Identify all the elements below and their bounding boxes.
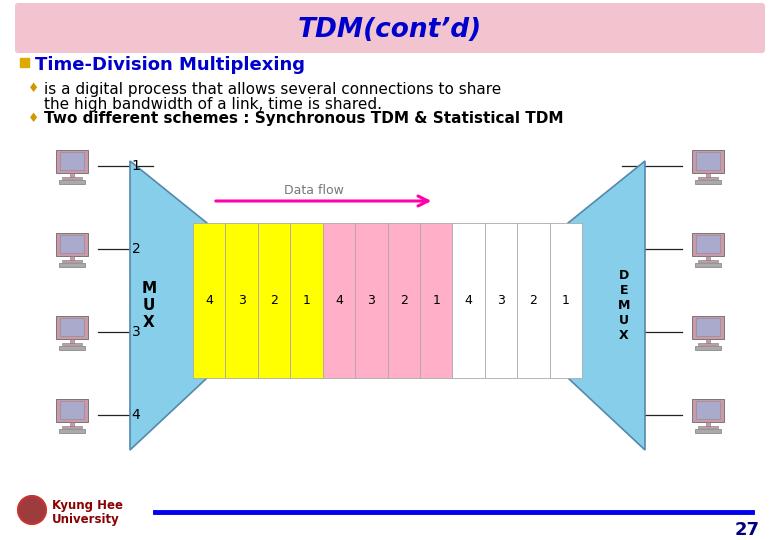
- Bar: [56, 233, 87, 256]
- Bar: [58, 262, 85, 267]
- Bar: [693, 233, 724, 256]
- Bar: [69, 422, 74, 426]
- Bar: [698, 260, 718, 262]
- Bar: [355, 223, 388, 378]
- Text: D
E
M
U
X: D E M U X: [618, 269, 630, 342]
- Text: ♦: ♦: [28, 82, 39, 94]
- Bar: [60, 152, 84, 170]
- Polygon shape: [130, 161, 207, 450]
- Bar: [388, 223, 420, 378]
- Bar: [56, 399, 87, 422]
- Bar: [696, 235, 720, 253]
- Bar: [706, 339, 711, 343]
- Bar: [698, 426, 718, 428]
- Bar: [698, 177, 718, 179]
- Bar: [706, 256, 711, 260]
- Text: M
U
X: M U X: [141, 281, 157, 330]
- Bar: [698, 343, 718, 345]
- Bar: [290, 223, 323, 378]
- Bar: [420, 223, 452, 378]
- Text: Kyung Hee: Kyung Hee: [52, 498, 123, 511]
- Text: Two different schemes : Synchronous TDM & Statistical TDM: Two different schemes : Synchronous TDM …: [44, 111, 563, 125]
- Bar: [193, 223, 225, 378]
- Text: ♦: ♦: [28, 111, 39, 125]
- Bar: [62, 177, 82, 179]
- Bar: [225, 223, 258, 378]
- Bar: [695, 262, 722, 267]
- Text: 4: 4: [205, 294, 213, 307]
- Bar: [58, 346, 85, 350]
- Bar: [693, 150, 724, 173]
- Text: 3: 3: [132, 325, 140, 339]
- Text: University: University: [52, 512, 120, 525]
- Bar: [706, 422, 711, 426]
- Bar: [62, 426, 82, 428]
- Text: 3: 3: [367, 294, 375, 307]
- FancyBboxPatch shape: [15, 3, 765, 53]
- Circle shape: [18, 496, 46, 524]
- Text: 3: 3: [238, 294, 246, 307]
- Bar: [452, 223, 484, 378]
- Bar: [696, 401, 720, 418]
- Bar: [517, 223, 550, 378]
- Polygon shape: [568, 161, 645, 450]
- Text: 4: 4: [132, 408, 140, 422]
- Text: 4: 4: [335, 294, 343, 307]
- Text: Data flow: Data flow: [284, 184, 343, 197]
- Text: 4: 4: [465, 294, 473, 307]
- Bar: [484, 223, 517, 378]
- Bar: [706, 173, 711, 177]
- Bar: [695, 346, 722, 350]
- Bar: [696, 152, 720, 170]
- Bar: [696, 319, 720, 336]
- Text: 1: 1: [303, 294, 310, 307]
- Bar: [69, 256, 74, 260]
- Bar: [56, 316, 87, 339]
- Text: 2: 2: [400, 294, 408, 307]
- Bar: [60, 235, 84, 253]
- Bar: [56, 150, 87, 173]
- Text: 2: 2: [132, 242, 140, 256]
- Text: 1: 1: [562, 294, 569, 307]
- Bar: [69, 173, 74, 177]
- Text: TDM(cont’d): TDM(cont’d): [298, 17, 482, 43]
- Bar: [550, 223, 582, 378]
- Bar: [60, 401, 84, 418]
- Text: 1: 1: [432, 294, 440, 307]
- Bar: [69, 339, 74, 343]
- Text: is a digital process that allows several connections to share: is a digital process that allows several…: [44, 82, 502, 97]
- Text: 27: 27: [735, 521, 760, 539]
- Bar: [323, 223, 355, 378]
- Bar: [58, 179, 85, 184]
- Text: 2: 2: [270, 294, 278, 307]
- Bar: [20, 58, 29, 67]
- Bar: [62, 343, 82, 345]
- Bar: [693, 316, 724, 339]
- Text: the high bandwidth of a link, time is shared.: the high bandwidth of a link, time is sh…: [44, 97, 382, 112]
- Bar: [258, 223, 290, 378]
- Text: 3: 3: [497, 294, 505, 307]
- Bar: [695, 429, 722, 433]
- Text: Time-Division Multiplexing: Time-Division Multiplexing: [35, 56, 305, 74]
- Bar: [60, 319, 84, 336]
- Text: 2: 2: [530, 294, 537, 307]
- Bar: [695, 179, 722, 184]
- Text: 1: 1: [132, 159, 140, 173]
- Bar: [693, 399, 724, 422]
- Bar: [58, 429, 85, 433]
- Bar: [62, 260, 82, 262]
